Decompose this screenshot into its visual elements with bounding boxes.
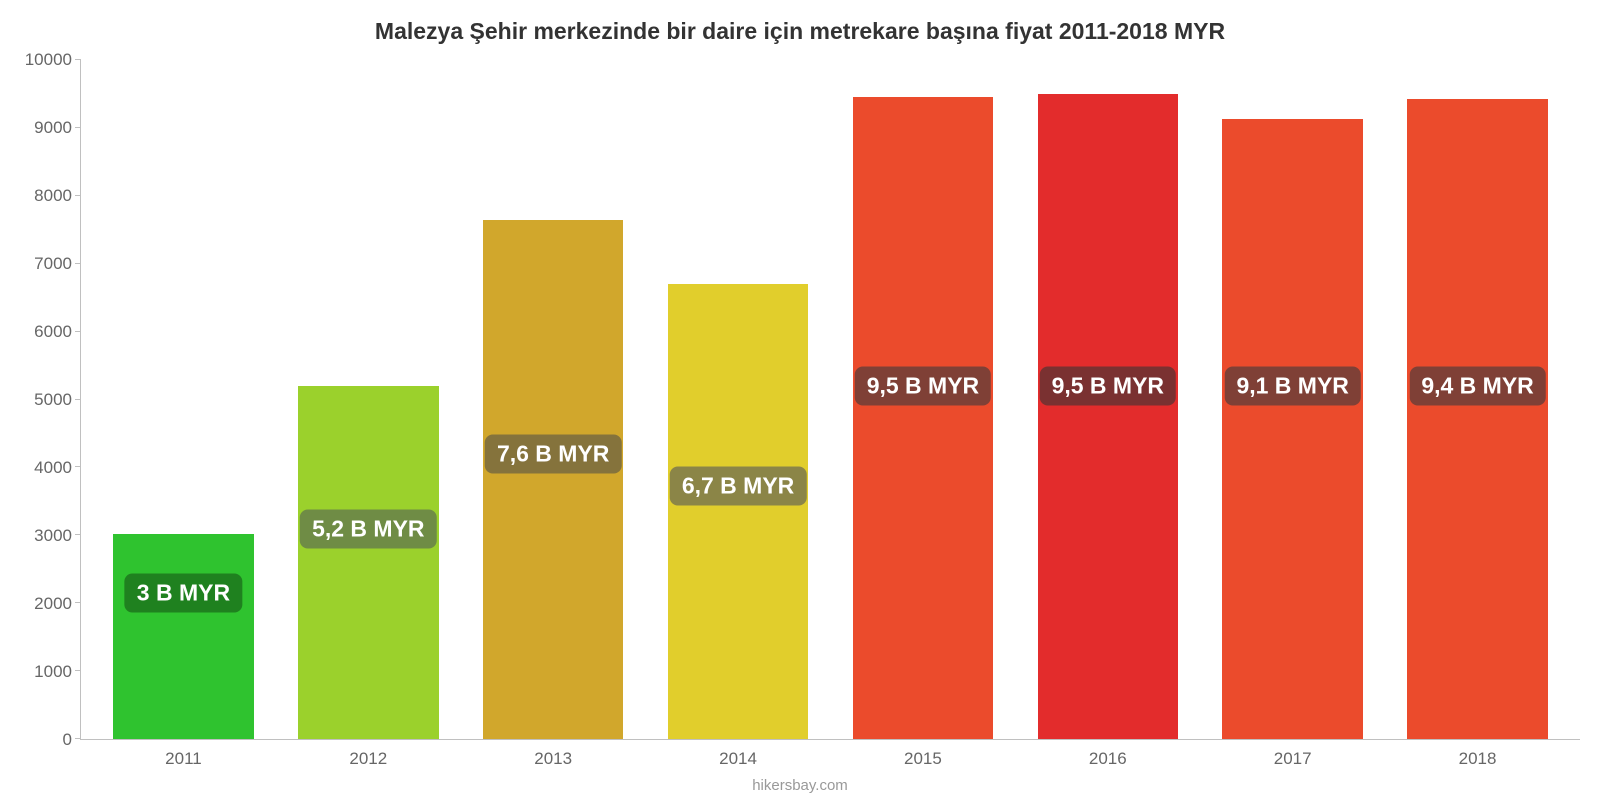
y-tick-label: 6000	[34, 322, 72, 342]
chart-title: Malezya Şehir merkezinde bir daire için …	[0, 0, 1600, 53]
bar: 9,5 B MYR	[853, 97, 994, 739]
bar-value-label: 9,4 B MYR	[1409, 366, 1545, 405]
x-tick-label: 2016	[1089, 749, 1127, 769]
y-tick-label: 3000	[34, 526, 72, 546]
x-tick-label: 2015	[904, 749, 942, 769]
y-tick-label: 1000	[34, 662, 72, 682]
bar: 7,6 B MYR	[483, 220, 624, 739]
bar-slot: 9,5 B MYR2015	[831, 60, 1016, 739]
x-tick-label: 2012	[349, 749, 387, 769]
bar-value-label: 9,5 B MYR	[855, 366, 991, 405]
y-tick-label: 7000	[34, 254, 72, 274]
bar-slot: 5,2 B MYR2012	[276, 60, 461, 739]
bars-container: 3 B MYR20115,2 B MYR20127,6 B MYR20136,7…	[81, 60, 1580, 739]
y-tick-label: 9000	[34, 118, 72, 138]
bar-value-label: 9,5 B MYR	[1040, 366, 1176, 405]
bar-value-label: 9,1 B MYR	[1224, 366, 1360, 405]
bar: 9,4 B MYR	[1407, 99, 1548, 739]
source-attribution: hikersbay.com	[752, 777, 848, 794]
bar-slot: 6,7 B MYR2014	[646, 60, 831, 739]
y-tick-label: 4000	[34, 458, 72, 478]
bar-value-label: 5,2 B MYR	[300, 509, 436, 548]
x-tick-label: 2011	[165, 749, 202, 769]
y-tick-label: 2000	[34, 594, 72, 614]
y-tick-label: 0	[63, 730, 72, 750]
bar-value-label: 6,7 B MYR	[670, 467, 806, 506]
bar-value-label: 3 B MYR	[125, 574, 242, 613]
bar: 9,1 B MYR	[1222, 119, 1363, 739]
bar-slot: 9,5 B MYR2016	[1015, 60, 1200, 739]
plot-frame: 3 B MYR20115,2 B MYR20127,6 B MYR20136,7…	[80, 60, 1580, 740]
bar-slot: 3 B MYR2011	[91, 60, 276, 739]
x-tick-label: 2018	[1459, 749, 1497, 769]
bar: 9,5 B MYR	[1038, 94, 1179, 739]
x-tick-label: 2017	[1274, 749, 1312, 769]
chart-plot-area: 3 B MYR20115,2 B MYR20127,6 B MYR20136,7…	[80, 60, 1580, 740]
bar-value-label: 7,6 B MYR	[485, 434, 621, 473]
bar: 3 B MYR	[113, 534, 254, 739]
bar: 6,7 B MYR	[668, 284, 809, 739]
bar-slot: 9,4 B MYR2018	[1385, 60, 1570, 739]
x-tick-label: 2013	[534, 749, 572, 769]
y-tick-label: 8000	[34, 186, 72, 206]
bar-slot: 7,6 B MYR2013	[461, 60, 646, 739]
y-tick-label: 5000	[34, 390, 72, 410]
bar: 5,2 B MYR	[298, 386, 439, 739]
y-tick-label: 10000	[25, 50, 72, 70]
x-tick-label: 2014	[719, 749, 757, 769]
bar-slot: 9,1 B MYR2017	[1200, 60, 1385, 739]
